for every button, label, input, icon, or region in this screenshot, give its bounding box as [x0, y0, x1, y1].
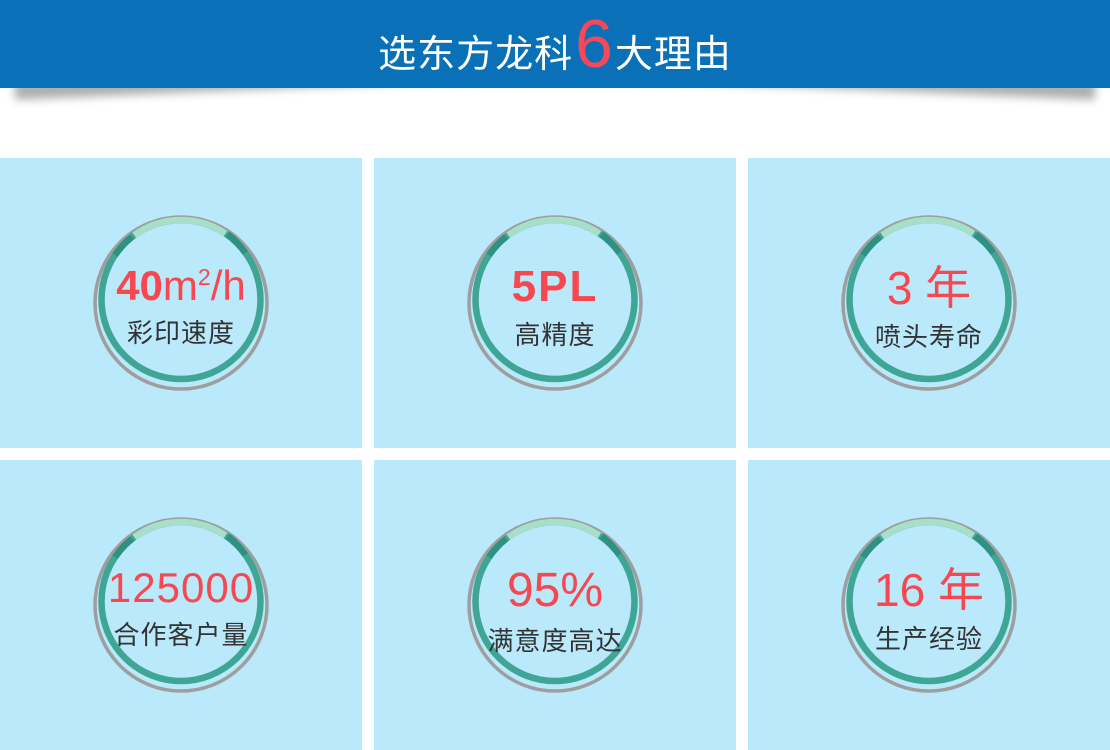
- stat-value: 16 年: [874, 564, 984, 616]
- feature-card-satisfaction: 95% 满意度高达: [374, 460, 736, 750]
- stat-ring: 125000 合作客户量: [91, 515, 271, 695]
- feature-card-printhead-life: 3 年 喷头寿命: [748, 158, 1110, 448]
- header-background: [0, 0, 1110, 88]
- stat-ring: 95% 满意度高达: [465, 515, 645, 695]
- stat-label: 喷头寿命: [874, 322, 983, 352]
- stat-value: 3 年: [886, 262, 972, 314]
- stat-label: 满意度高达: [487, 626, 623, 656]
- stat-value: 40m2/h: [116, 262, 246, 309]
- stat-label: 生产经验: [874, 624, 983, 654]
- header-banner: 选东方龙科6大理由: [0, 0, 1110, 88]
- ring-icon: [841, 517, 1017, 693]
- page-title: 选东方龙科6大理由: [0, 0, 1110, 107]
- ring-icon: [467, 215, 643, 391]
- title-prefix: 选东方龙科: [378, 34, 574, 76]
- stat-ring: 40m2/h 彩印速度: [91, 213, 271, 393]
- feature-grid: 40m2/h 彩印速度 5PL 高精度: [0, 158, 1110, 750]
- stat-ring: 3 年 喷头寿命: [839, 213, 1019, 393]
- title-suffix: 大理由: [614, 34, 732, 76]
- stat-value: 5PL: [511, 262, 599, 311]
- feature-card-precision: 5PL 高精度: [374, 158, 736, 448]
- title-number: 6: [575, 6, 613, 82]
- stat-label: 高精度: [514, 320, 596, 350]
- ring-icon: [841, 215, 1017, 391]
- feature-card-print-speed: 40m2/h 彩印速度: [0, 158, 362, 448]
- feature-card-customers: 125000 合作客户量: [0, 460, 362, 750]
- feature-card-experience: 16 年 生产经验: [748, 460, 1110, 750]
- ring-icon: [93, 517, 269, 693]
- stat-label: 合作客户量: [113, 620, 249, 650]
- ring-icon: [93, 215, 269, 391]
- stat-value: 125000: [107, 564, 255, 611]
- ring-icon: [467, 517, 643, 693]
- stat-ring: 5PL 高精度: [465, 213, 645, 393]
- stat-value: 95%: [506, 564, 604, 617]
- stat-ring: 16 年 生产经验: [839, 515, 1019, 695]
- stat-label: 彩印速度: [126, 318, 235, 348]
